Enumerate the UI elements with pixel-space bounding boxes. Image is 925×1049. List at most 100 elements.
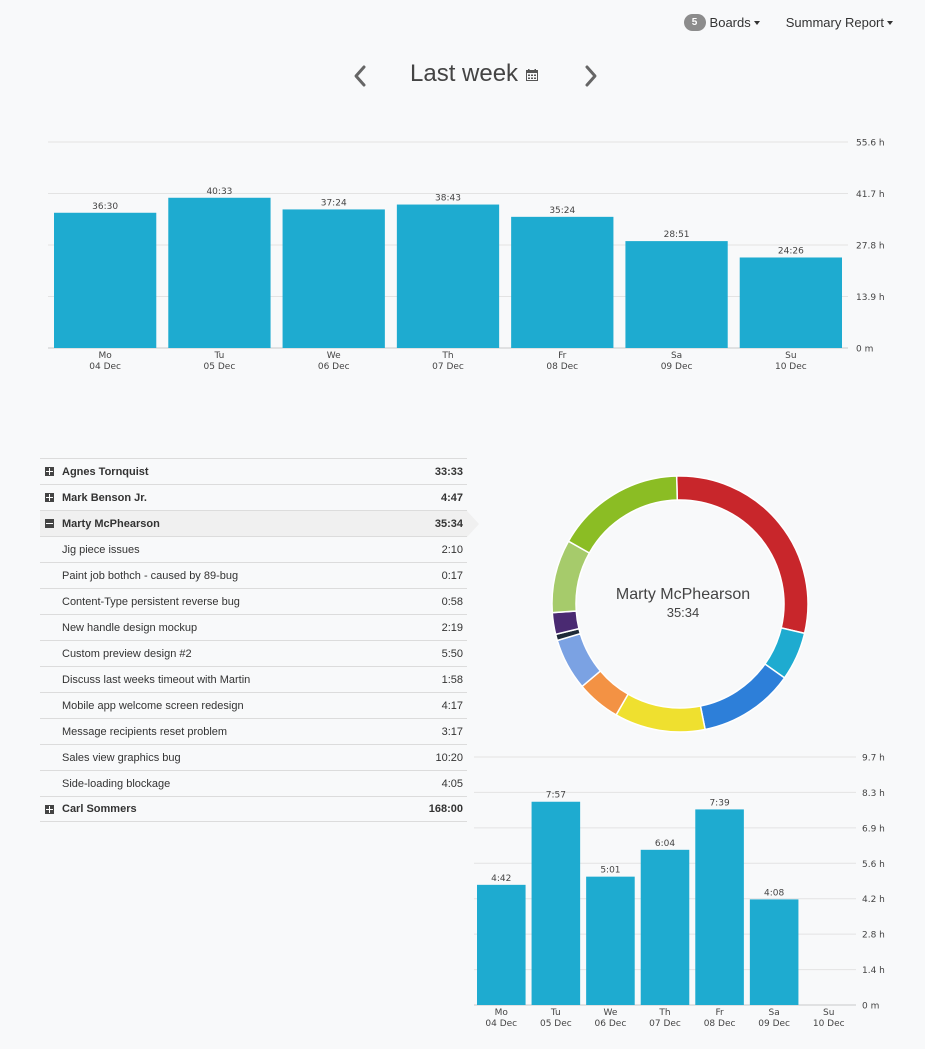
donut-center-name: Marty McPhearson (615, 586, 751, 603)
task-row[interactable]: New handle design mockup 2:19 (40, 614, 467, 640)
task-time: 10:20 (435, 751, 463, 764)
y-tick-label: 6.9 h (862, 824, 885, 834)
bar-value-label: 37:24 (321, 198, 347, 208)
bar-value-label: 24:26 (778, 246, 804, 256)
y-tick-label: 0 m (862, 1002, 879, 1012)
bar-value-label: 4:08 (764, 888, 784, 898)
task-time: 0:17 (441, 569, 463, 582)
task-row[interactable]: Mobile app welcome screen redesign 4:17 (40, 692, 467, 718)
x-tick-day-label: Tu (550, 1008, 561, 1018)
x-tick-day-label: Su (785, 351, 796, 361)
bar-value-label: 7:57 (546, 791, 566, 801)
user-total-time: 4:47 (440, 491, 463, 504)
tree-group-row[interactable]: Marty McPhearson 35:34 (40, 510, 479, 537)
y-tick-label: 1.4 h (862, 966, 885, 976)
task-name: Custom preview design #2 (62, 647, 192, 660)
task-name: Paint job bothch - caused by 89-bug (62, 569, 239, 582)
caret-down-icon (753, 20, 760, 25)
task-row[interactable]: Side-loading blockage 4:05 (40, 770, 467, 796)
user-name: Carl Sommers (62, 803, 137, 815)
tree-group-row[interactable]: Mark Benson Jr. 4:47 (40, 484, 467, 510)
task-time: 0:58 (441, 595, 463, 608)
bar-value-label: 28:51 (664, 230, 690, 240)
user-total-time: 35:34 (434, 517, 463, 530)
bar-value-label: 5:01 (600, 866, 620, 876)
y-tick-label: 55.6 h (856, 139, 885, 149)
bar-value-label: 4:42 (491, 874, 511, 884)
user-name: Marty McPhearson (62, 517, 160, 530)
bar (640, 849, 690, 1005)
x-tick-date-label: 10 Dec (775, 362, 807, 372)
task-row[interactable]: Message recipients reset problem 3:17 (40, 718, 467, 744)
user-total-time: 168:00 (428, 803, 463, 815)
bar (396, 204, 500, 348)
x-tick-date-label: 04 Dec (89, 362, 121, 372)
task-name: Mobile app welcome screen redesign (62, 699, 244, 712)
y-tick-label: 0 m (856, 345, 873, 355)
calendar-icon[interactable] (526, 69, 538, 81)
x-tick-date-label: 06 Dec (318, 362, 350, 372)
task-name: Discuss last weeks timeout with Martin (62, 673, 251, 686)
caret-down-icon (887, 20, 893, 25)
bar (282, 209, 385, 348)
x-tick-day-label: Mo (99, 351, 113, 361)
task-time: 2:19 (441, 621, 463, 634)
bar-value-label: 36:30 (92, 202, 118, 212)
donut-center-value: 35:34 (666, 605, 700, 620)
donut-slice (699, 662, 786, 731)
boards-dropdown[interactable]: 5 Boards (683, 14, 760, 31)
tree-group-row[interactable]: Carl Sommers 168:00 (40, 796, 467, 822)
task-name: Content-Type persistent reverse bug (62, 595, 240, 608)
donut-center: Marty McPhearson 35:34 (548, 586, 818, 620)
user-daily-hours-chart: 0 m 1.4 h 2.8 h 4.2 h 5.6 h 6.9 h 8.3 h 9.7 h 4:… (474, 754, 885, 1029)
boards-count-badge: 5 (683, 14, 706, 31)
donut-slice (615, 693, 707, 733)
task-row[interactable]: Sales view graphics bug 10:20 (40, 744, 467, 770)
y-tick-label: 4.2 h (862, 895, 885, 905)
task-row[interactable]: Discuss last weeks timeout with Martin 1:… (40, 666, 467, 692)
expand-icon[interactable] (45, 493, 54, 502)
bar (54, 212, 157, 348)
x-tick-day-label: Sa (769, 1008, 780, 1018)
period-title: Last week (410, 60, 519, 87)
bar-value-label: 7:39 (709, 798, 729, 808)
x-tick-date-label: 10 Dec (813, 1019, 845, 1029)
chevron-left-icon[interactable] (349, 62, 373, 90)
x-tick-day-label: Su (823, 1008, 834, 1018)
expand-icon[interactable] (45, 804, 54, 814)
task-time: 2:10 (441, 543, 463, 556)
x-tick-date-label: 09 Dec (758, 1019, 790, 1029)
task-row[interactable]: Content-Type persistent reverse bug 0:58 (40, 588, 467, 614)
x-tick-day-label: Fr (715, 1008, 724, 1018)
y-tick-label: 9.7 h (862, 754, 885, 764)
collapse-icon[interactable] (45, 519, 54, 528)
summary-report-dropdown[interactable]: Summary Report (786, 15, 893, 30)
x-tick-date-label: 08 Dec (546, 362, 578, 372)
x-tick-date-label: 08 Dec (704, 1019, 736, 1029)
top-bar: 5 Boards Summary Report (683, 14, 893, 31)
task-time: 1:58 (441, 673, 463, 686)
x-tick-date-label: 05 Dec (540, 1019, 572, 1029)
bar (586, 876, 635, 1005)
y-tick-label: 8.3 h (862, 789, 885, 799)
user-name: Agnes Tornquist (62, 465, 149, 478)
user-name: Mark Benson Jr. (62, 491, 147, 504)
user-total-time: 33:33 (434, 465, 463, 478)
x-tick-day-label: Mo (495, 1008, 509, 1018)
task-time: 3:17 (441, 725, 463, 738)
period-navigator: Last week (0, 58, 925, 94)
task-row[interactable]: Jig piece issues 2:10 (40, 536, 467, 562)
x-tick-date-label: 06 Dec (595, 1019, 627, 1029)
task-row[interactable]: Custom preview design #2 5:50 (40, 640, 467, 666)
chevron-right-icon[interactable] (578, 62, 602, 90)
task-row[interactable]: Paint job bothch - caused by 89-bug 0:17 (40, 562, 467, 588)
y-tick-label: 27.8 h (856, 242, 885, 252)
tree-group-row[interactable]: Agnes Tornquist 33:33 (40, 458, 467, 484)
task-name: New handle design mockup (62, 621, 198, 634)
task-time: 5:50 (441, 647, 463, 660)
bar (511, 216, 614, 348)
boards-label: Boards (709, 15, 751, 30)
expand-icon[interactable] (45, 467, 54, 476)
x-tick-day-label: Th (658, 1008, 670, 1018)
